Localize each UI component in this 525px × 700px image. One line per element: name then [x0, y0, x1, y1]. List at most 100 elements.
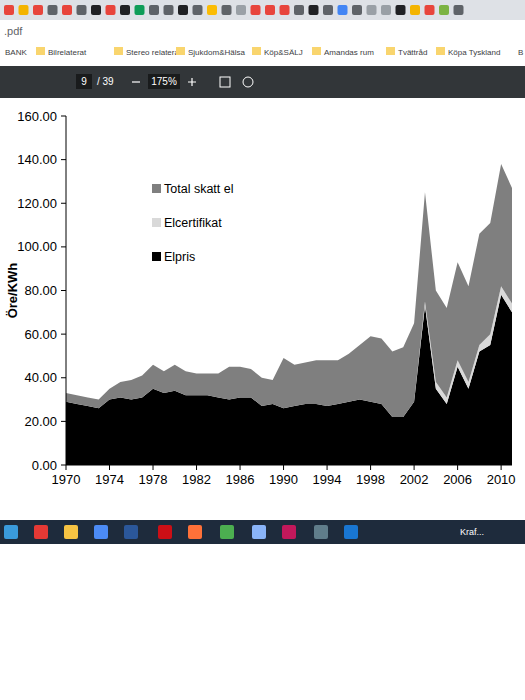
x-tick — [370, 465, 371, 470]
bookmark-label: Bilrelaterat — [48, 48, 87, 57]
y-tick-label: 20.00 — [24, 414, 57, 429]
x-tick — [501, 465, 502, 470]
y-tick-label: 80.00 — [24, 283, 57, 298]
tab-icon — [207, 5, 217, 15]
legend-swatch — [152, 252, 161, 261]
tab-icon — [77, 5, 87, 15]
page: .pdf BANK Bilrelaterat Stereo relaterat Sjuk… — [0, 0, 525, 700]
page-box — [76, 74, 92, 89]
bookmark-folder — [252, 47, 261, 55]
taskbar-icon — [252, 525, 266, 539]
x-tick-label: 2010 — [487, 472, 516, 487]
y-tick-label: 100.00 — [17, 239, 57, 254]
address-bar — [0, 20, 525, 42]
tab-icon — [251, 5, 261, 15]
zoom-level: 175% — [151, 76, 177, 87]
tab-icon — [454, 5, 464, 15]
x-tick — [457, 465, 458, 470]
x-tick-label: 1978 — [139, 472, 168, 487]
x-tick — [66, 465, 67, 470]
tab-icon — [19, 5, 29, 15]
y-tick-label: 120.00 — [17, 196, 57, 211]
tab-icon — [48, 5, 58, 15]
tab-icon — [410, 5, 420, 15]
bookmark-label: Tvättråd — [398, 48, 427, 57]
tab-icon — [280, 5, 290, 15]
legend-label: Elcertifikat — [164, 216, 222, 230]
taskbar-icon — [94, 525, 108, 539]
tab-icon — [352, 5, 362, 15]
bookmark-bar — [0, 42, 525, 62]
bookmark-label: BANK — [5, 48, 27, 57]
y-tick — [61, 421, 66, 422]
x-tick-label: 1974 — [95, 472, 124, 487]
y-tick — [61, 159, 66, 160]
taskbar-icon — [4, 525, 18, 539]
y-tick-label: 60.00 — [24, 327, 57, 342]
page-count: / 39 — [97, 76, 114, 87]
x-tick — [240, 465, 241, 470]
x-tick-label: 1986 — [226, 472, 255, 487]
taskbar-icon — [344, 525, 358, 539]
taskbar-weather: Kraf... — [460, 527, 484, 537]
plot-area — [66, 164, 512, 465]
tab-icon — [381, 5, 391, 15]
taskbar-icon — [34, 525, 48, 539]
x-tick-label: 2002 — [400, 472, 429, 487]
tab-icon — [222, 5, 232, 15]
x-tick-label: 1994 — [313, 472, 342, 487]
bookmark-label: Sjukdom&Hälsa — [188, 48, 245, 57]
tab-icon — [4, 5, 14, 15]
zoom-out — [132, 81, 140, 82]
tab-icon — [106, 5, 116, 15]
tab-icon — [33, 5, 43, 15]
y-tick-label: 40.00 — [24, 370, 57, 385]
tab-icon — [396, 5, 406, 15]
zoom-box — [148, 74, 180, 89]
taskbar-icon — [64, 525, 78, 539]
y-tick — [61, 116, 66, 117]
rotate-icon — [243, 77, 253, 87]
tab-icon — [265, 5, 275, 15]
tab-icon — [149, 5, 159, 15]
bookmark-label: Amandas rum — [324, 48, 374, 57]
y-tick — [61, 290, 66, 291]
x-tick-label: 2006 — [443, 472, 472, 487]
taskbar-icon — [188, 525, 202, 539]
y-tick-label: 160.00 — [17, 109, 57, 124]
x-tick — [109, 465, 110, 470]
bookmark-folder — [36, 47, 45, 55]
area-2 — [66, 164, 512, 417]
taskbar-icon — [314, 525, 328, 539]
y-tick — [61, 203, 66, 204]
tab-icon — [439, 5, 449, 15]
x-tick — [327, 465, 328, 470]
y-tick-label: 140.00 — [17, 152, 57, 167]
bookmark-label: Stereo relaterat — [126, 48, 182, 57]
fit-icon — [220, 77, 230, 87]
x-tick — [196, 465, 197, 470]
legend-swatch — [152, 218, 161, 227]
legend-label: Elpris — [164, 250, 195, 264]
tab-icon — [294, 5, 304, 15]
pdf-toolbar — [0, 66, 525, 98]
bookmark-label: Köp&SÄLJ — [264, 48, 303, 57]
tab-icon — [367, 5, 377, 15]
x-tick — [283, 465, 284, 470]
tab-icon — [178, 5, 188, 15]
address-text: .pdf — [4, 25, 23, 37]
x-tick — [153, 465, 154, 470]
y-tick — [61, 246, 66, 247]
tab-icon — [62, 5, 72, 15]
tab-icon — [193, 5, 203, 15]
tab-icon — [323, 5, 333, 15]
x-axis — [66, 465, 512, 466]
x-tick — [414, 465, 415, 470]
bookmark-folder — [312, 47, 321, 55]
taskbar — [0, 520, 525, 544]
bookmark-folder — [176, 47, 185, 55]
tab-bar — [0, 0, 525, 20]
y-axis-title: Öre/KWh — [5, 263, 20, 319]
tab-icon — [236, 5, 246, 15]
bookmark-folder — [114, 47, 123, 55]
